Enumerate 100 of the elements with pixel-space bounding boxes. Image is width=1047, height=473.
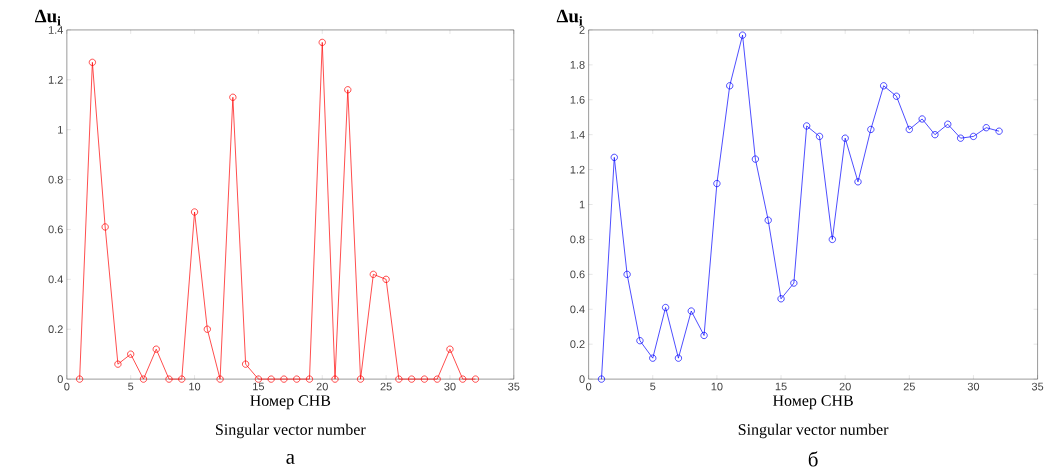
point	[636, 337, 644, 345]
point	[957, 134, 965, 142]
y-tick-label: 0.6	[48, 225, 63, 234]
text: Singular vector number	[738, 423, 889, 439]
y-tick-label: 0.2	[570, 340, 585, 349]
x-tick-label: 20	[839, 382, 851, 391]
point	[165, 375, 173, 383]
point	[726, 82, 734, 90]
x-tick-label: 35	[508, 382, 520, 391]
point	[790, 279, 798, 287]
point	[357, 375, 365, 383]
point	[687, 307, 695, 315]
point	[420, 375, 428, 383]
point	[803, 122, 811, 130]
x-tick-label: 5	[650, 382, 656, 391]
point	[331, 375, 339, 383]
point	[139, 375, 148, 383]
point	[127, 350, 135, 358]
point	[828, 235, 836, 244]
x-tick-label: 25	[903, 382, 915, 391]
point	[318, 38, 326, 46]
point	[995, 127, 1003, 135]
point	[229, 93, 237, 101]
x-tick-label: 30	[967, 382, 980, 391]
x-tick-label: 0	[64, 382, 70, 391]
point	[382, 275, 390, 283]
point	[854, 178, 862, 186]
point	[88, 58, 96, 66]
y-tick-label: 0	[57, 375, 63, 384]
point	[242, 360, 250, 368]
point	[815, 132, 824, 141]
x-tick-label: 15	[775, 382, 787, 391]
point	[751, 155, 759, 163]
y-tick-label: 1	[579, 200, 585, 209]
point	[178, 375, 186, 383]
point	[982, 124, 990, 132]
point	[764, 216, 772, 224]
point	[713, 180, 721, 188]
x-tick-label: 15	[253, 382, 265, 391]
point	[739, 31, 747, 39]
point	[305, 375, 314, 383]
point	[905, 125, 913, 134]
point	[446, 345, 454, 353]
point	[969, 132, 977, 141]
x-tick-label: 0	[586, 382, 592, 391]
point	[408, 375, 416, 383]
point	[114, 360, 122, 368]
point	[649, 354, 657, 362]
y-tick-label: 1.4	[570, 130, 585, 139]
y-tick-label: 1.2	[570, 165, 585, 174]
y-tick-label: 1	[58, 125, 63, 134]
y-tick-label: 1.6	[570, 95, 585, 104]
point	[674, 354, 682, 362]
point	[471, 375, 480, 383]
point	[433, 375, 441, 383]
point	[293, 375, 301, 383]
y-tick-label: 2	[579, 26, 585, 34]
point	[459, 375, 467, 383]
y-tick-label: 0	[579, 375, 585, 384]
point	[610, 153, 618, 161]
point	[101, 223, 109, 231]
point	[267, 375, 275, 383]
y-tick-label: 0.6	[570, 270, 585, 279]
text: б	[808, 451, 818, 467]
point	[191, 208, 199, 216]
point	[216, 375, 224, 383]
point	[203, 325, 211, 333]
point	[597, 375, 605, 383]
point	[892, 92, 901, 100]
point	[152, 345, 160, 353]
point	[880, 82, 888, 90]
point	[777, 295, 785, 303]
point	[918, 115, 926, 123]
y-axis-title: Δu$_{i}$	[34, 9, 61, 26]
point	[700, 331, 708, 340]
y-tick-label: 0.2	[48, 325, 63, 334]
y-tick-label: 1.4	[48, 26, 63, 34]
y-tick-label: 1.8	[570, 61, 585, 69]
text: а	[286, 453, 295, 464]
x-tick-label: 20	[316, 382, 328, 391]
point	[867, 125, 875, 134]
point	[841, 134, 849, 142]
y-tick-label: 0.8	[48, 175, 63, 184]
point	[76, 375, 84, 383]
text: Singular vector number	[216, 423, 366, 439]
x-tick-label: 5	[128, 382, 134, 391]
y-tick-label: 0.4	[48, 275, 63, 284]
point	[395, 375, 403, 383]
x-tick-label: 10	[711, 382, 723, 391]
y-axis-title: Δu$_{i}$	[556, 9, 583, 26]
x-tick-label: 25	[380, 382, 392, 391]
point	[280, 375, 288, 383]
point	[344, 86, 352, 94]
point	[623, 270, 631, 278]
point	[662, 304, 670, 312]
y-tick-label: 0.8	[570, 235, 585, 244]
point	[931, 131, 939, 139]
x-tick-label: 30	[444, 382, 456, 391]
x-axis-title: Номер СНВ	[250, 395, 331, 410]
x-tick-label: 35	[1031, 382, 1044, 391]
